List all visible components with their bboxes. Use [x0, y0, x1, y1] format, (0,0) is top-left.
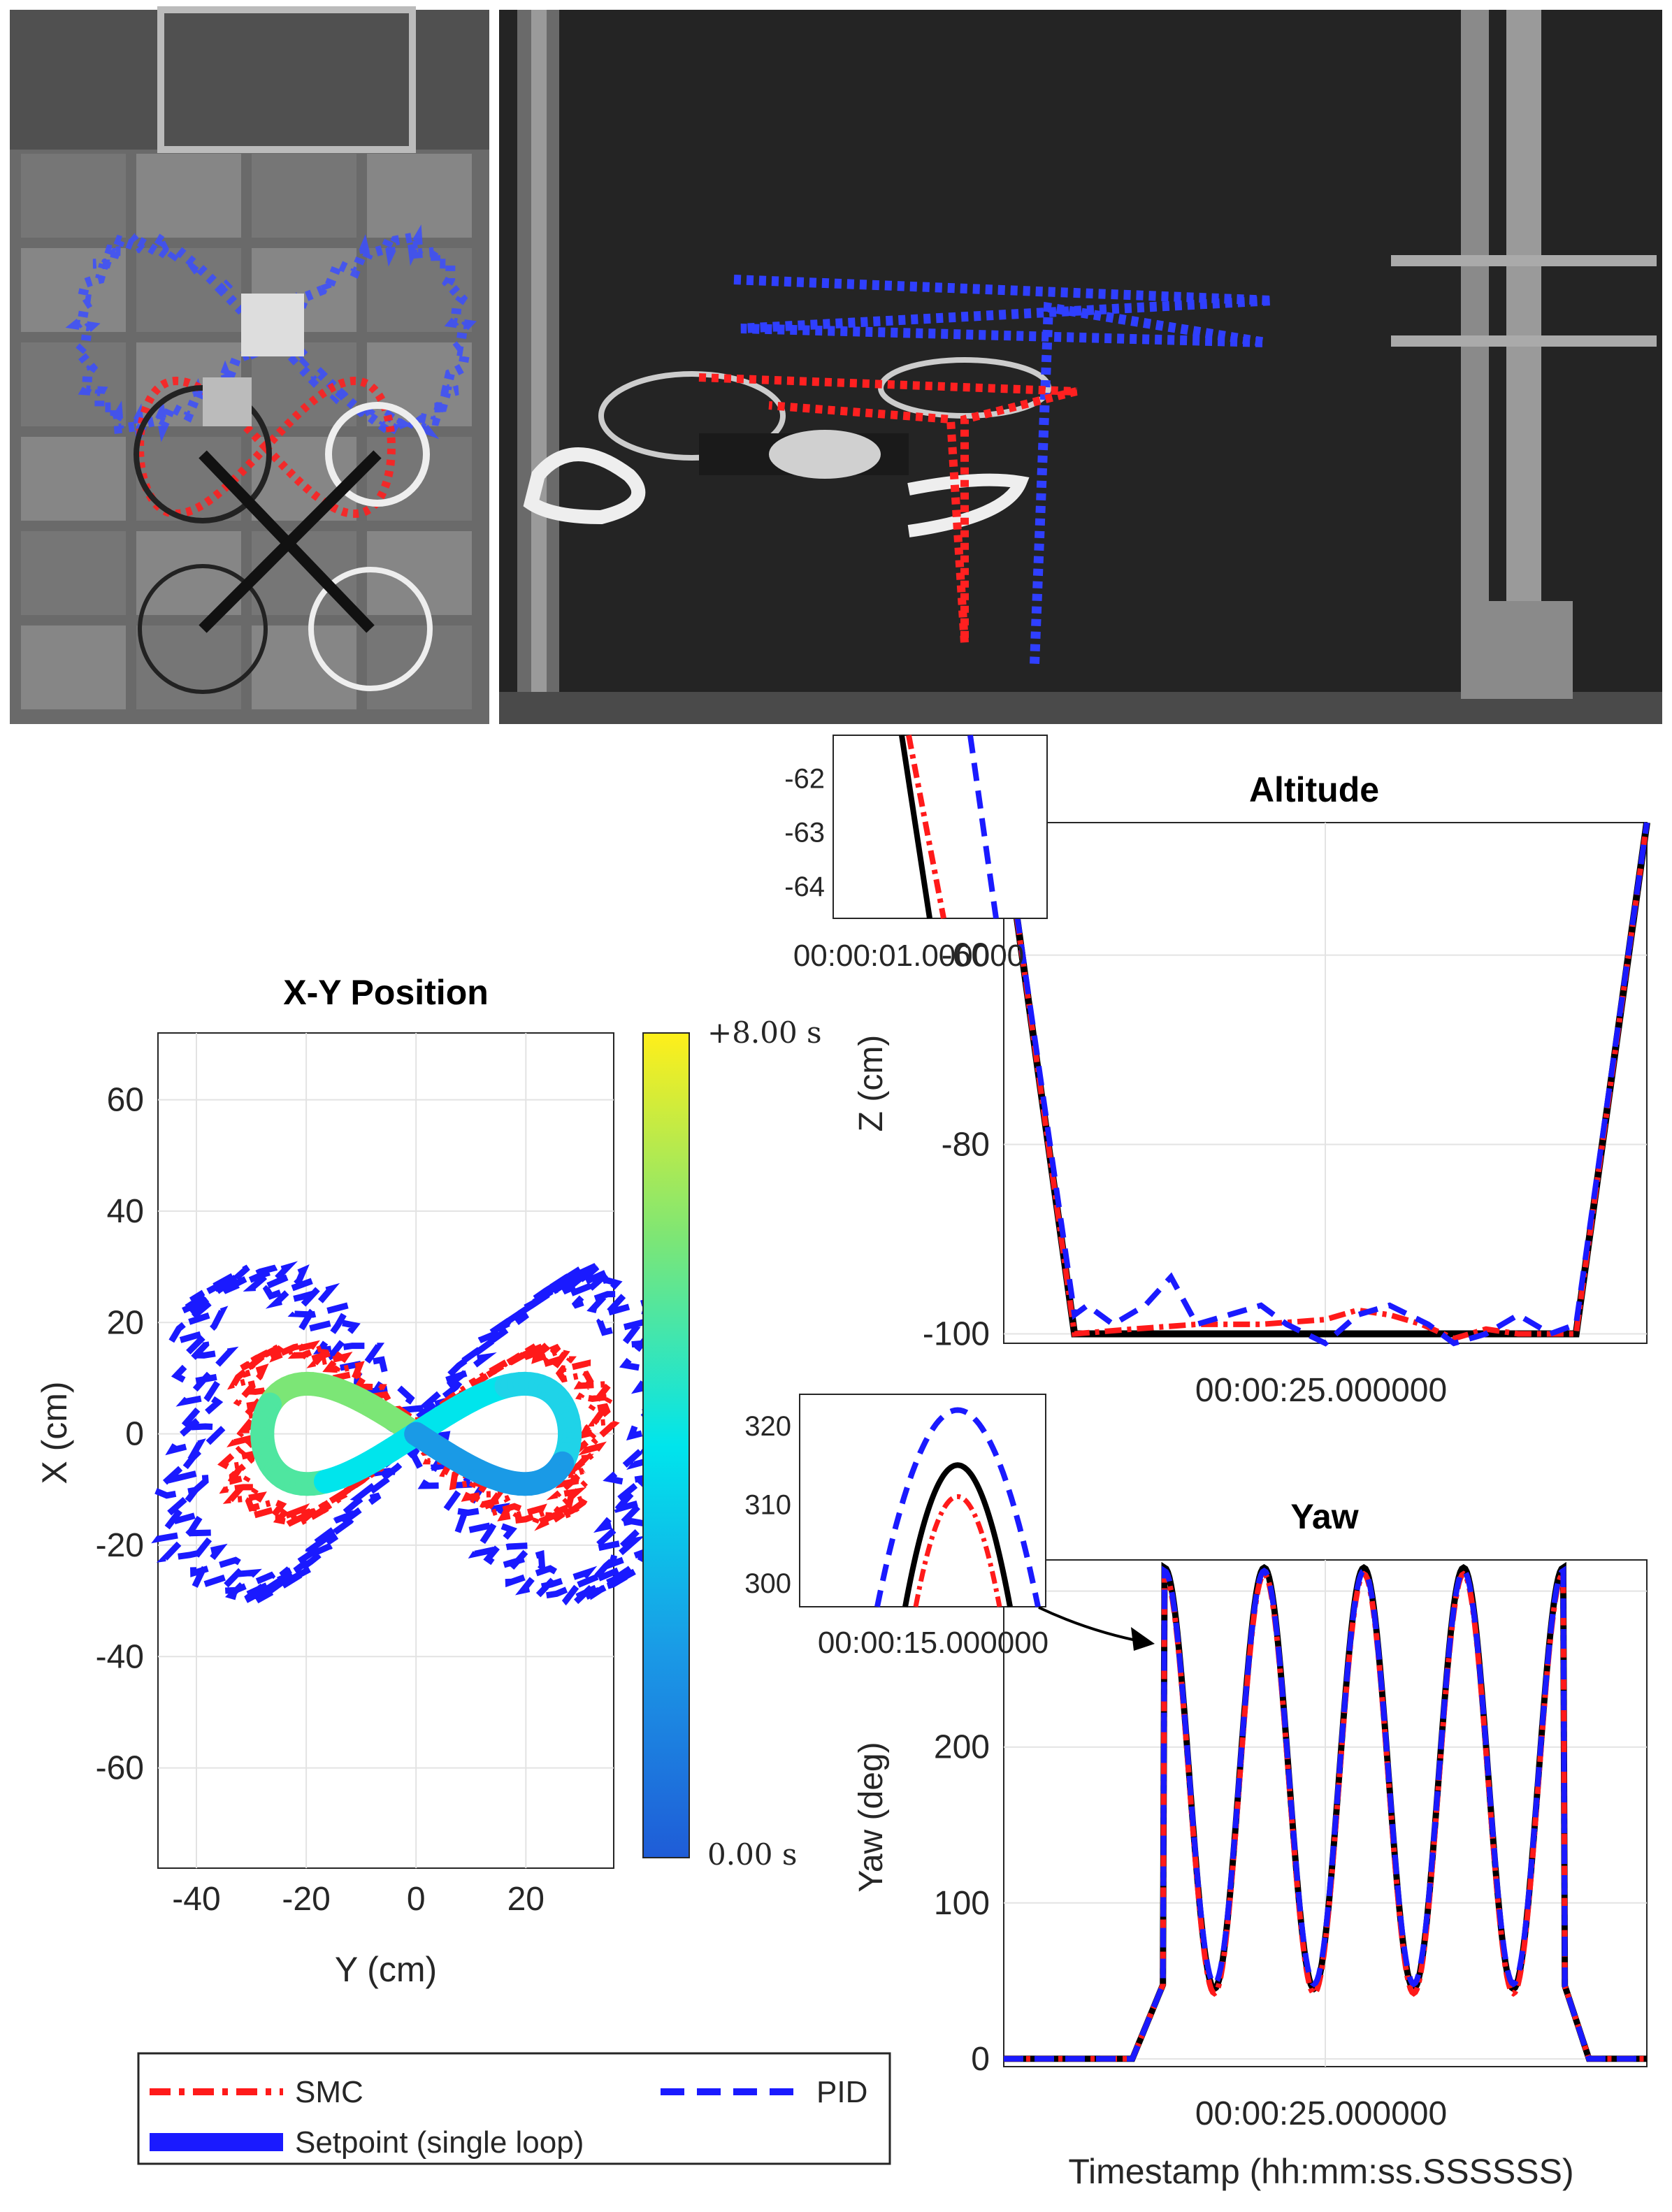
legend: SMC PID Setpoint (single loop): [137, 2052, 891, 2165]
colorbar-min-label: 0.00 s: [707, 1837, 797, 1872]
yaw-inset-ytick: 320: [744, 1411, 791, 1442]
legend-pid-label: PID: [816, 2075, 867, 2109]
altitude-series: [1000, 822, 1650, 1347]
altitude-title: Altitude: [1249, 770, 1379, 809]
yaw-series: [1004, 1561, 1647, 2062]
xy-ytick: -40: [96, 1638, 144, 1675]
xy-xtick: 20: [507, 1881, 545, 1918]
xy-ytick: 60: [107, 1082, 144, 1119]
yaw-pid-line: [1004, 1566, 1647, 2062]
yaw-title: Yaw: [1290, 1497, 1358, 1536]
altitude-ytick: -80: [942, 1127, 990, 1164]
xy-setpoint-segment: [404, 1422, 436, 1452]
yaw-ytick: 200: [934, 1729, 990, 1766]
altitude-ticks: -60 -80 -100: [923, 937, 990, 1353]
altitude-pid-line: [1001, 822, 1650, 1347]
xy-ytick: 0: [125, 1416, 144, 1453]
altitude-inset-smc: [906, 735, 946, 919]
altitude-ylabel: Z (cm): [853, 1035, 890, 1132]
xy-plot: X-Y Position -40 -20 0 20 60 40 20 0 -20 -40 -60 Y…: [35, 973, 822, 1989]
yaw-inset-ytick: 300: [744, 1568, 791, 1599]
xy-ytick: 40: [107, 1193, 144, 1230]
xy-ticks: -40 -20 0 20 60 40 20 0 -20 -40 -60: [96, 1082, 545, 1918]
photo-panels: [10, 6, 1662, 724]
altitude-inset: -62 -63 -64 00:00:01.000000: [784, 735, 1048, 973]
yaw-inset-smc: [913, 1494, 1002, 1607]
xy-ytick: 20: [107, 1304, 144, 1341]
inset-arrowhead: [1131, 1627, 1155, 1651]
yaw-ylabel: Yaw (deg): [853, 1742, 890, 1892]
side-view-photo: [499, 10, 1662, 724]
xy-xtick: -40: [172, 1881, 220, 1918]
yaw-plot: Yaw 300 200 100 0 00:00:25.000000 Timestamp…: [744, 1394, 1648, 2191]
yaw-inset-setpoint: [902, 1462, 1013, 1607]
altitude-ytick: -60: [942, 937, 990, 974]
altitude-inset-setpoint: [899, 735, 932, 919]
altitude-xtick: 00:00:25.000000: [1195, 1372, 1447, 1409]
xy-plot-title: X-Y Position: [283, 973, 489, 1012]
colorbar-max-label: +8.00 s: [707, 1015, 822, 1050]
xy-ytick: -60: [96, 1750, 144, 1787]
xy-xtick: 0: [407, 1881, 426, 1918]
altitude-inset-ytick: -63: [784, 818, 825, 848]
top-view-photo: [10, 6, 489, 724]
legend-setpoint-label: Setpoint (single loop): [295, 2125, 584, 2160]
yaw-inset-ytick: 310: [744, 1490, 791, 1521]
yaw-inset: 320 310 300 00:00:15.000000: [744, 1394, 1048, 1660]
xy-ytick: -20: [96, 1527, 144, 1564]
xy-series: [150, 1261, 689, 1606]
yaw-xtick: 00:00:25.000000: [1195, 2095, 1447, 2132]
yaw-inset-pid: [874, 1407, 1041, 1607]
altitude-plot: Altitude -60 -80 -100 00:00:25.000000 Z (c…: [784, 735, 1650, 1409]
yaw-inset-xtick: 00:00:15.000000: [818, 1626, 1048, 1660]
xy-xlabel: Y (cm): [335, 1950, 437, 1989]
altitude-inset-ytick: -64: [784, 872, 825, 902]
yaw-ytick: 100: [934, 1885, 990, 1922]
yaw-ytick: 0: [971, 2041, 990, 2078]
xy-ylabel: X (cm): [35, 1381, 74, 1484]
xy-xtick: -20: [282, 1881, 330, 1918]
altitude-inset-pid: [967, 735, 999, 919]
legend-smc-label: SMC: [295, 2075, 363, 2109]
yaw-xlabel: Timestamp (hh:mm:ss.SSSSSS): [1068, 2152, 1573, 2191]
altitude-ytick: -100: [923, 1315, 990, 1352]
colorbar: [642, 1032, 690, 1858]
yaw-grid: [1004, 1560, 1647, 2067]
altitude-inset-ytick: -62: [784, 764, 825, 795]
altitude-inset-xtick: 00:00:01.000000: [793, 939, 1024, 973]
